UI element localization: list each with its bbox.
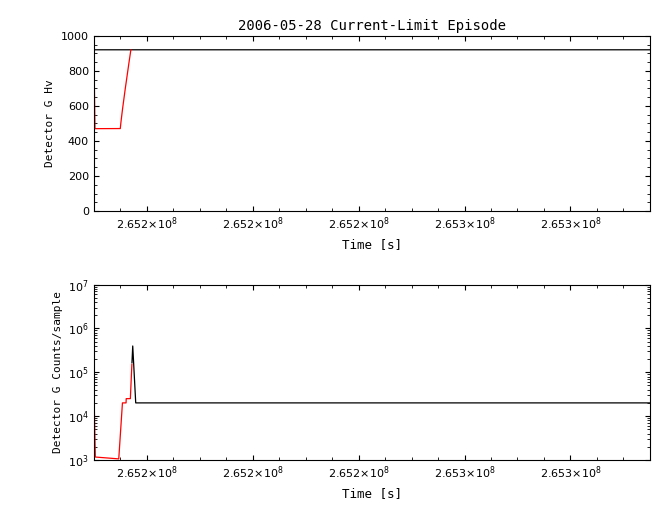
X-axis label: Time [s]: Time [s]	[342, 487, 402, 500]
Y-axis label: Detector G Counts/sample: Detector G Counts/sample	[52, 291, 62, 453]
Title: 2006-05-28 Current-Limit Episode: 2006-05-28 Current-Limit Episode	[238, 19, 506, 33]
Y-axis label: Detector G Hv: Detector G Hv	[46, 80, 56, 167]
X-axis label: Time [s]: Time [s]	[342, 238, 402, 251]
